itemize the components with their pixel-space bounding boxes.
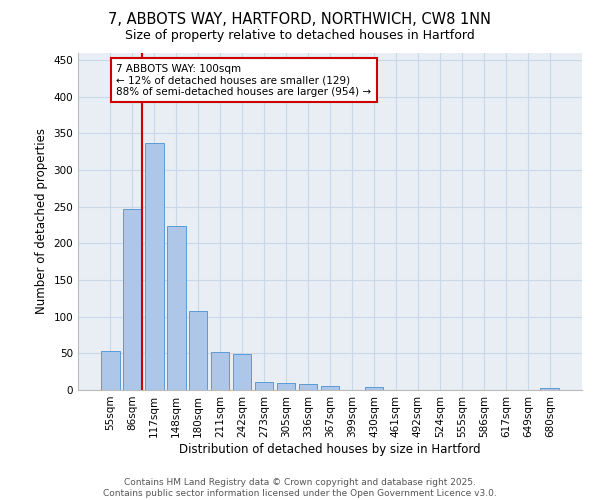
X-axis label: Distribution of detached houses by size in Hartford: Distribution of detached houses by size … (179, 442, 481, 456)
Bar (320, 386, 340, 390)
Text: Size of property relative to detached houses in Hartford: Size of property relative to detached ho… (125, 29, 475, 42)
Bar (123, 209, 142, 390)
Bar (233, 354, 251, 390)
Bar (101, 351, 119, 390)
Bar (189, 311, 208, 390)
Bar (167, 226, 185, 390)
Y-axis label: Number of detached properties: Number of detached properties (35, 128, 48, 314)
Bar (211, 352, 229, 390)
Text: 7 ABBOTS WAY: 100sqm
← 12% of detached houses are smaller (129)
88% of semi-deta: 7 ABBOTS WAY: 100sqm ← 12% of detached h… (116, 64, 371, 96)
Bar (277, 382, 295, 390)
Bar (299, 384, 317, 390)
Bar (365, 387, 383, 390)
Text: Contains HM Land Registry data © Crown copyright and database right 2025.
Contai: Contains HM Land Registry data © Crown c… (103, 478, 497, 498)
Bar (145, 142, 164, 390)
Text: 7, ABBOTS WAY, HARTFORD, NORTHWICH, CW8 1NN: 7, ABBOTS WAY, HARTFORD, NORTHWICH, CW8 … (109, 12, 491, 28)
Bar (541, 388, 559, 390)
Bar (255, 382, 274, 390)
